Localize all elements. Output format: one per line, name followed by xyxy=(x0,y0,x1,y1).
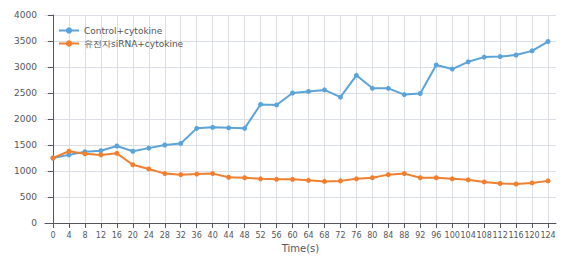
svg-text:44: 44 xyxy=(224,231,234,240)
svg-text:12: 12 xyxy=(96,231,106,240)
svg-text:20: 20 xyxy=(128,231,138,240)
svg-text:96: 96 xyxy=(431,231,441,240)
svg-text:48: 48 xyxy=(240,231,250,240)
svg-text:72: 72 xyxy=(335,231,345,240)
svg-text:3000: 3000 xyxy=(14,62,37,72)
svg-text:56: 56 xyxy=(271,231,281,240)
svg-text:80: 80 xyxy=(367,231,377,240)
svg-text:24: 24 xyxy=(144,231,154,240)
svg-text:32: 32 xyxy=(176,231,186,240)
svg-text:76: 76 xyxy=(351,231,361,240)
svg-text:88: 88 xyxy=(399,231,409,240)
svg-text:92: 92 xyxy=(415,231,425,240)
svg-text:124: 124 xyxy=(540,231,555,240)
svg-text:68: 68 xyxy=(319,231,329,240)
svg-text:120: 120 xyxy=(524,231,539,240)
svg-text:112: 112 xyxy=(492,231,507,240)
svg-text:16: 16 xyxy=(112,231,122,240)
svg-text:1500: 1500 xyxy=(14,140,37,150)
svg-text:60: 60 xyxy=(287,231,297,240)
svg-text:108: 108 xyxy=(476,231,491,240)
svg-text:유전자siRNA+cytokine: 유전자siRNA+cytokine xyxy=(84,39,184,49)
svg-text:Control+cytokine: Control+cytokine xyxy=(84,26,163,36)
svg-text:104: 104 xyxy=(461,231,476,240)
svg-text:4000: 4000 xyxy=(14,10,37,20)
svg-text:40: 40 xyxy=(208,231,218,240)
svg-text:0: 0 xyxy=(31,218,37,228)
svg-text:52: 52 xyxy=(255,231,265,240)
svg-text:36: 36 xyxy=(192,231,202,240)
svg-text:64: 64 xyxy=(303,231,313,240)
svg-text:2500: 2500 xyxy=(14,88,37,98)
svg-text:84: 84 xyxy=(383,231,393,240)
svg-text:2000: 2000 xyxy=(14,114,37,124)
svg-text:0: 0 xyxy=(50,231,55,240)
svg-text:3500: 3500 xyxy=(14,36,37,46)
svg-text:Time(s): Time(s) xyxy=(281,243,320,254)
svg-text:116: 116 xyxy=(508,231,523,240)
svg-text:100: 100 xyxy=(445,231,460,240)
svg-text:28: 28 xyxy=(160,231,170,240)
svg-text:500: 500 xyxy=(20,192,37,202)
svg-text:4: 4 xyxy=(66,231,71,240)
svg-text:8: 8 xyxy=(82,231,87,240)
svg-text:1000: 1000 xyxy=(14,166,37,176)
